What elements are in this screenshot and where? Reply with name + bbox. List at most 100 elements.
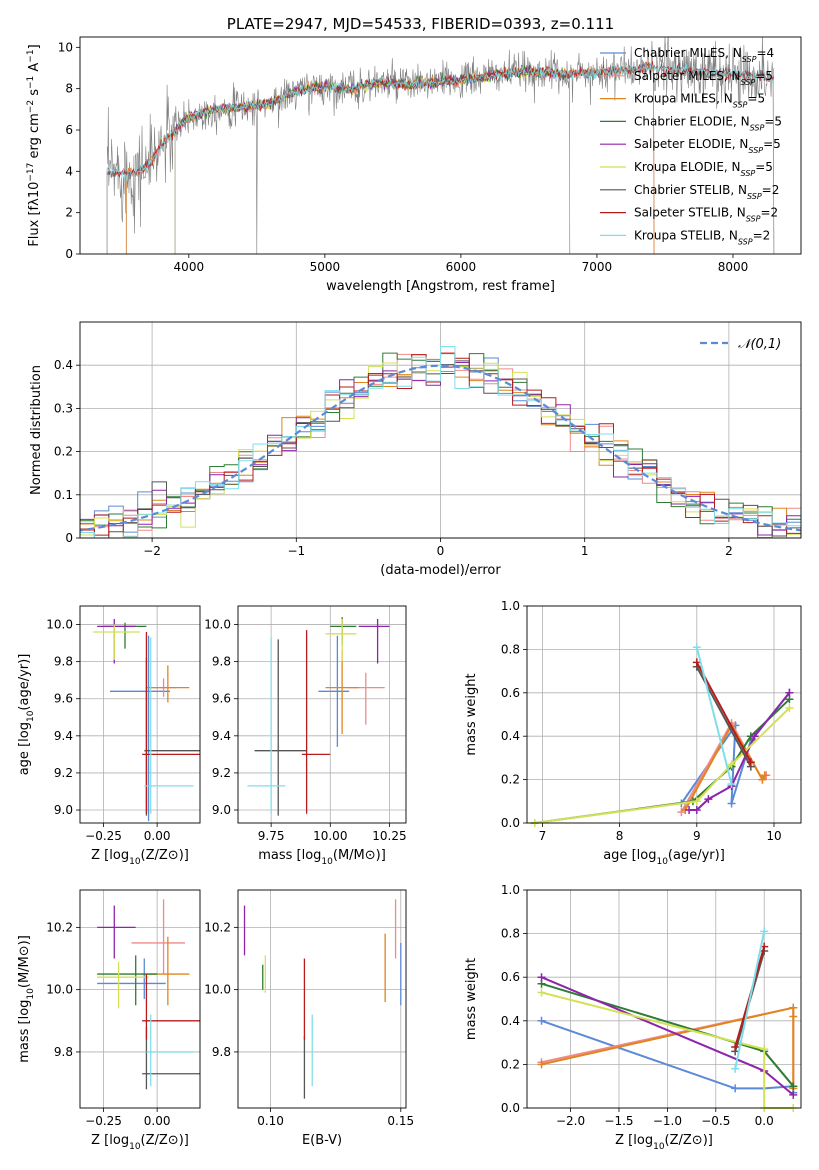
y-tick-label: 0.4	[501, 1014, 520, 1028]
weight-marker	[685, 805, 694, 814]
errorbar-point	[247, 637, 286, 814]
legend-entry: Salpeter ELODIE, NSSP=5	[634, 137, 781, 155]
y-tick-label: 6	[65, 123, 73, 137]
x-tick-label: 7000	[582, 260, 613, 274]
y-tick-label: 0.6	[501, 970, 520, 984]
y-tick-label: 0	[65, 247, 73, 261]
weight-line	[534, 707, 791, 824]
histogram-step-kroupa-stelib	[80, 346, 801, 538]
spectrum-legend: Chabrier MILES, NSSP=4 Salpeter MILES, NS…	[600, 46, 782, 246]
histogram-step-salpeter-stelib	[80, 354, 801, 536]
errorbar-point	[97, 955, 158, 1006]
y-axis-label: mass weight	[464, 673, 479, 755]
weight-marker	[750, 732, 759, 741]
errorbar-point	[254, 639, 307, 816]
errorbar-point	[358, 618, 390, 664]
y-tick-label: 9.6	[54, 692, 73, 706]
x-tick-label: 6000	[446, 260, 477, 274]
model-line-salpeter-miles	[125, 63, 655, 254]
age-vs-mass-panel: 9.75 10.00 10.25 9.0 9.2 9.4 9.6 9.8 10.0 mass [l…	[204, 605, 407, 867]
x-tick-label: −0.25	[85, 829, 122, 843]
x-tick-label: −1	[287, 544, 305, 558]
x-tick-label: −0.5	[701, 1114, 730, 1128]
model-line-salpeter-stelib	[106, 60, 775, 254]
weight-series-salpeter-elodie	[685, 688, 794, 814]
y-axis-label: age [log10(age/yr)]	[17, 654, 36, 776]
weight-marker	[727, 799, 736, 808]
x-axis-label: Z [log10(Z/Z⊙)]	[91, 848, 189, 867]
errorbar-point	[330, 617, 357, 645]
y-tick-label: 9.6	[212, 692, 231, 706]
errorbar-point	[146, 665, 190, 703]
y-axis-label: Normed distribution	[29, 365, 44, 495]
legend-entry: Chabrier ELODIE, NSSP=5	[634, 114, 782, 131]
mass-vs-ebv-panel: 0.10 0.15 9.8 10.0 10.2 E(B-V)	[204, 889, 414, 1148]
weight-marker	[692, 805, 701, 814]
legend-entry: Kroupa MILES, NSSP=5	[634, 92, 765, 110]
x-tick-label: −2.0	[556, 1114, 585, 1128]
errorbar-point	[97, 618, 136, 664]
errorbar-point	[92, 624, 140, 660]
y-tick-label: 8	[65, 82, 73, 96]
y-tick-label: 9.4	[54, 729, 73, 743]
errorbar-point	[325, 650, 359, 734]
weight-marker	[760, 1045, 769, 1054]
y-tick-label: 9.4	[212, 729, 231, 743]
plot-frame	[526, 889, 802, 1109]
errorbar-point	[144, 637, 194, 814]
weight-marker	[704, 795, 713, 804]
x-tick-label: 7	[539, 829, 547, 843]
weight-marker	[537, 1060, 546, 1069]
y-tick-label: 0.0	[501, 816, 520, 830]
x-axis-label: E(B-V)	[302, 1133, 342, 1148]
y-tick-label: 0	[65, 531, 73, 545]
histogram-area	[80, 346, 801, 538]
y-tick-label: 0.4	[54, 358, 73, 372]
y-tick-label: 9.8	[54, 655, 73, 669]
weight-marker	[537, 973, 546, 982]
errorbar-point	[146, 1014, 194, 1087]
x-axis-label: age [log10(age/yr)]	[603, 848, 725, 867]
y-tick-label: 9.8	[54, 1045, 73, 1059]
errorbar-point	[144, 657, 200, 816]
weight-marker	[760, 927, 769, 936]
y-tick-label: 1.0	[501, 883, 520, 897]
weight-marker	[746, 758, 755, 767]
weight-marker	[785, 703, 794, 712]
weight-marker	[789, 1090, 798, 1099]
y-tick-label: 0.8	[501, 927, 520, 941]
y-tick-label: 0.0	[501, 1101, 520, 1115]
x-tick-label: −1.0	[653, 1114, 682, 1128]
y-axis-label: mass weight	[464, 958, 479, 1040]
weight-vs-age-panel: 7 8 9 10 0.0 0.2 0.4 0.6 0.8 1.0 age [log10(age/yr…	[464, 599, 802, 867]
errorbar-point	[142, 974, 200, 1040]
y-tick-label: 9.8	[212, 1045, 231, 1059]
weight-marker	[537, 1016, 546, 1025]
y-tick-label: 9.2	[54, 766, 73, 780]
y-tick-label: 9.8	[212, 655, 231, 669]
plot-frame	[79, 605, 201, 824]
weight-line	[541, 1006, 795, 1089]
errorbar-point	[325, 618, 357, 662]
weight-vs-Z-panel: −2.0 −1.5 −1.0 −0.5 0.0 0.0 0.2 0.4 0.6 0.8 1.0 Z […	[464, 883, 802, 1152]
chart-title: PLATE=2947, MJD=54533, FIBERID=0393, z=0…	[227, 15, 614, 33]
x-axis-label: mass [log10(M/M⊙)]	[258, 848, 386, 867]
legend-entry: Kroupa ELODIE, NSSP=5	[634, 160, 773, 178]
legend-entry: 𝒩(0,1)	[738, 337, 781, 352]
weight-marker	[692, 797, 701, 806]
weight-marker	[731, 1084, 740, 1093]
x-tick-label: 8	[616, 829, 624, 843]
x-tick-label: 5000	[310, 260, 341, 274]
x-tick-label: 10.25	[372, 829, 406, 843]
model-line-kroupa-stelib	[106, 63, 775, 254]
x-tick-label: 0.00	[144, 829, 171, 843]
histogram-step-chabrier-stelib	[80, 360, 801, 538]
errorbar-point	[131, 899, 185, 975]
x-tick-label: −0.25	[85, 1114, 122, 1128]
plot-frame	[79, 321, 802, 539]
plot-frame	[79, 36, 802, 255]
legend-entry: Salpeter MILES, NSSP=5	[634, 69, 773, 87]
x-tick-label: 9.75	[258, 829, 285, 843]
errorbar-point	[142, 936, 190, 1006]
